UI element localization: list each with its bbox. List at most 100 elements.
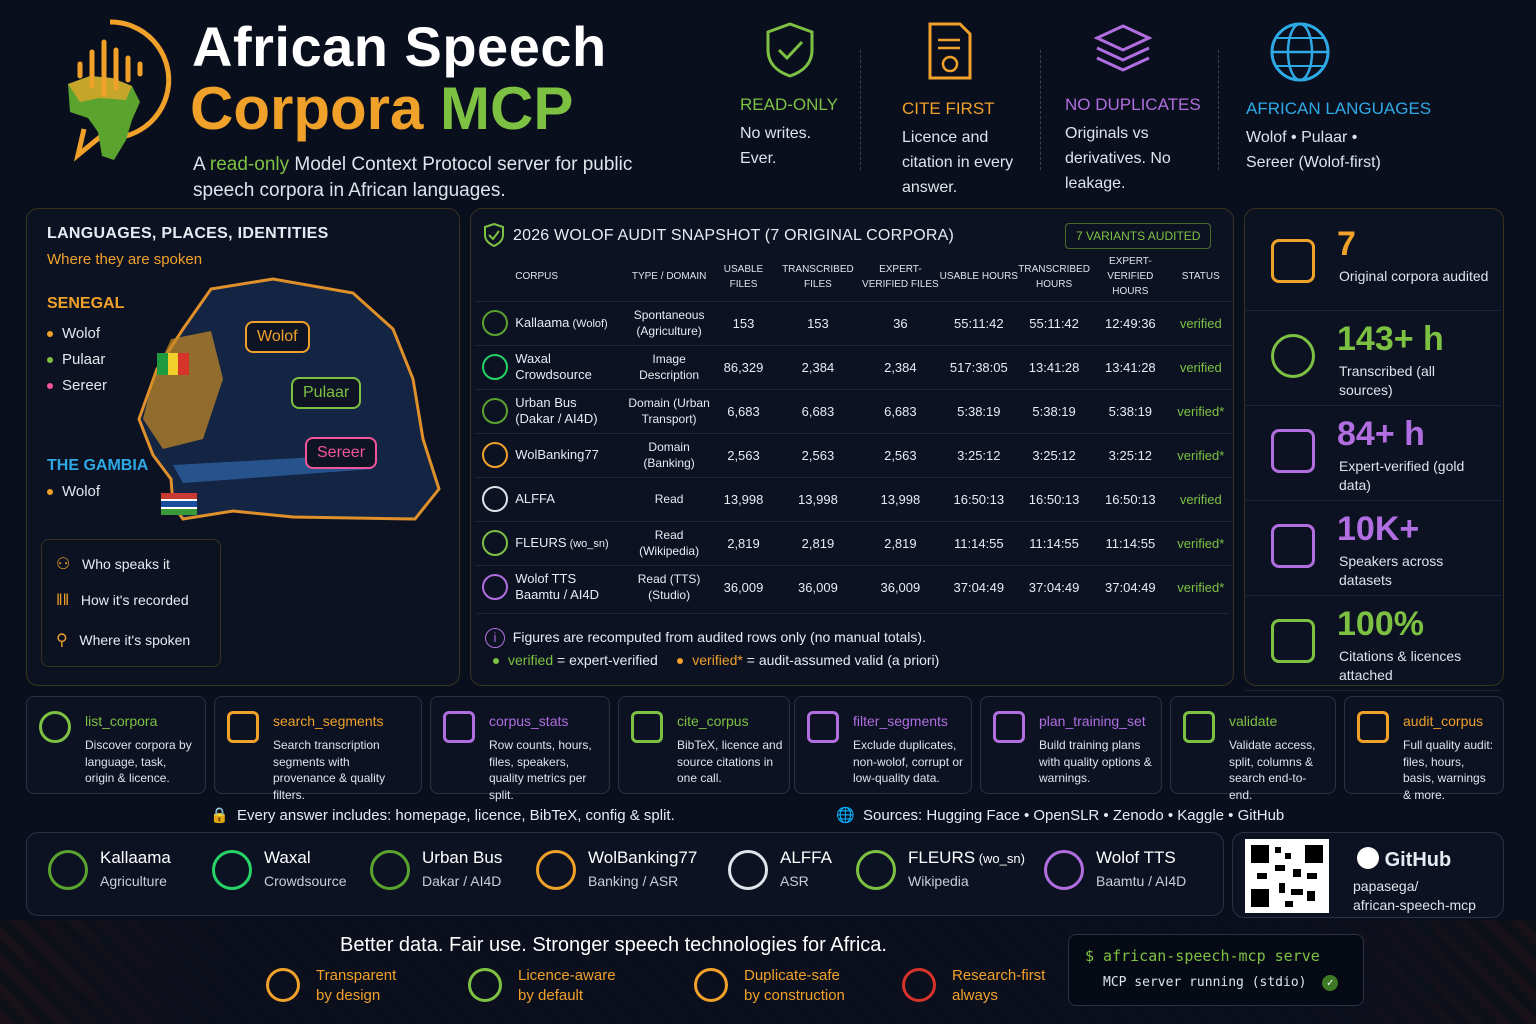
corpus-chip[interactable]: Wolof TTS Baamtu / AI4D — [1096, 848, 1187, 889]
database-icon — [694, 968, 728, 1002]
flower-icon — [482, 530, 509, 556]
sources-line: 🌐 Sources: Hugging Face • OpenSLR • Zeno… — [836, 807, 1285, 824]
corpus-chip[interactable]: FLEURS (wo_sn) Wikipedia — [908, 848, 1025, 889]
waveform-icon — [227, 711, 259, 743]
github-card[interactable]: GitHub papasega/african-speech-mcp — [1232, 832, 1504, 918]
stat-item: 100% Citations & licences attached — [1245, 593, 1501, 691]
audit-panel: 2026 WOLOF AUDIT SNAPSHOT (7 ORIGINAL CO… — [470, 208, 1234, 686]
audit-note: i Figures are recomputed from audited ro… — [485, 628, 926, 648]
tool-card-audit_corpus[interactable]: audit_corpus Full quality audit: files, h… — [1344, 696, 1504, 802]
terminal-box: $ african-speech-mcp serve MCP server ru… — [1068, 934, 1364, 1006]
gambia-flag-icon — [161, 493, 197, 515]
subtitle-read-only: read-only — [209, 154, 290, 175]
corpus-chip[interactable]: ALFFA ASR — [780, 848, 832, 889]
col-corpus: CORPUS — [515, 271, 559, 283]
leaf-icon — [482, 310, 509, 336]
waveform-icon — [728, 850, 768, 890]
col-expert-files: EXPERT-VERIFIED FILES — [862, 263, 939, 290]
document-check-icon — [1271, 619, 1315, 663]
lock-icon: 🔒 — [210, 807, 229, 824]
whatsapp-icon — [212, 850, 252, 890]
waveform-icon — [482, 486, 509, 512]
globe-icon: 🌐 — [836, 807, 855, 824]
quote-icon — [631, 711, 663, 743]
languages-panel: LANGUAGES, PLACES, IDENTITIES Where they… — [26, 208, 460, 686]
legend-box: ⚇ Who speaks it ‖‖ How it's recorded ⚲ W… — [41, 539, 221, 667]
pillar-african-languages: AFRICAN LANGUAGES Wolof • Pulaar • Seree… — [1246, 20, 1431, 175]
status-badge: verified* — [1170, 388, 1231, 433]
brain-icon — [902, 968, 936, 1002]
stat-item: 84+ h Expert-verified (gold data) — [1245, 403, 1501, 501]
table-row: Waxal Crowdsource Image Description 86,329 2… — [475, 344, 1231, 389]
corpora-strip — [26, 832, 1224, 916]
waveform-circle-icon — [1044, 850, 1084, 890]
tool-card-validate[interactable]: validate Validate access, split, columns … — [1170, 696, 1336, 802]
languages-title: LANGUAGES, PLACES, IDENTITIES — [47, 225, 329, 242]
bar-chart-icon — [443, 711, 475, 743]
title-corpora: Corpora — [190, 75, 424, 142]
status-legend: verified = expert-verified verified* = a… — [493, 652, 939, 668]
col-status: STATUS — [1181, 271, 1220, 283]
status-badge: verified — [1170, 300, 1231, 345]
filter-icon — [807, 711, 839, 743]
bubble-wolof: Wolof — [245, 321, 310, 353]
layers-icon — [1093, 24, 1153, 72]
corpus-chip[interactable]: WolBanking77 Banking / ASR — [588, 848, 698, 889]
table-row: ALFFA Read 13,998 13,998 13,998 16:50:13 16:50… — [475, 476, 1231, 521]
status-badge: verified — [1170, 476, 1231, 521]
legend-how: ‖‖ How it's recorded — [56, 592, 189, 609]
bubble-pulaar: Pulaar — [291, 377, 362, 409]
table-row: Kallaama (Wolof) Spontaneous (Agriculture… — [475, 300, 1231, 345]
audit-title: 2026 WOLOF AUDIT SNAPSHOT (7 ORIGINAL CO… — [513, 227, 955, 244]
col-usable-files: USABLE FILES — [723, 263, 764, 290]
people-icon — [1271, 524, 1315, 568]
corpus-chip[interactable]: Waxal Crowdsource — [264, 848, 347, 889]
flower-icon — [856, 850, 896, 890]
title-mcp: MCP — [440, 75, 574, 142]
terminal-command: $ african-speech-mcp serve — [1085, 947, 1320, 965]
clock-icon — [1271, 334, 1315, 378]
legend-who: ⚇ Who speaks it — [56, 556, 170, 573]
info-line: 🔒 Every answer includes: homepage, licen… — [210, 807, 675, 824]
location-pin-icon: ⚲ — [56, 632, 68, 649]
tool-card-corpus_stats[interactable]: corpus_stats Row counts, hours, files, sp… — [430, 696, 610, 802]
audit-table: CORPUS TYPE / DOMAIN USABLE FILES TRANSC… — [475, 253, 1231, 609]
col-transcribed-files: TRANSCRIBED FILES — [782, 263, 854, 290]
pillar-cite-first: CITE FIRST Licence and citation in every… — [902, 20, 1052, 200]
tool-card-list_corpora[interactable]: list_corpora Discover corpora by language… — [26, 696, 206, 794]
globe-icon — [1270, 22, 1330, 82]
terminal-status: MCP server running (stdio) ✓ — [1103, 975, 1339, 991]
bus-icon — [370, 850, 410, 890]
tool-card-search_segments[interactable]: search_segments Search transcription segm… — [214, 696, 422, 802]
shield-star-icon — [1357, 711, 1389, 743]
footer-tag: Licence-aware by default — [518, 967, 616, 1004]
tool-card-filter_segments[interactable]: filter_segments Exclude duplicates, non-w… — [794, 696, 972, 794]
github-repo: papasega/african-speech-mcp — [1353, 878, 1476, 913]
certificate-icon — [928, 22, 972, 80]
stat-item: 143+ h Transcribed (all sources) — [1245, 308, 1501, 406]
footer-tag: Duplicate-safe by construction — [744, 967, 845, 1004]
info-icon: i — [485, 628, 505, 648]
audit-footnote: i Figures are recomputed from audited ro… — [477, 613, 1229, 681]
legend-where: ⚲ Where it's spoken — [56, 632, 191, 649]
clipboard-check-icon — [1183, 711, 1215, 743]
waveform-icon — [1271, 239, 1315, 283]
shield-check-icon — [468, 968, 502, 1002]
table-row: Wolof TTS Baamtu / AI4D Read (TTS) (Studio… — [475, 564, 1231, 609]
senegal-flag-icon — [157, 353, 190, 375]
col-type: TYPE / DOMAIN — [631, 271, 707, 283]
bank-icon — [536, 850, 576, 890]
corpus-chip[interactable]: Urban Bus Dakar / AI4D — [422, 848, 503, 889]
bank-icon — [482, 442, 509, 468]
tool-card-plan_training_set[interactable]: plan_training_set Build training plans wi… — [980, 696, 1162, 794]
pillar-read-only: READ-ONLY No writes. Ever. — [740, 20, 890, 171]
footer-tagline: Better data. Fair use. Stronger speech t… — [340, 934, 887, 956]
languages-subtitle: Where they are spoken — [47, 251, 203, 268]
tool-card-cite_corpus[interactable]: cite_corpus BibTeX, licence and source ci… — [618, 696, 790, 794]
senegal-map — [137, 277, 441, 521]
gambia-lang-wolof: Wolof — [47, 479, 100, 505]
github-title: GitHub — [1357, 847, 1451, 872]
corpus-chip[interactable]: Kallaama Agriculture — [100, 848, 171, 889]
whatsapp-icon — [482, 354, 509, 380]
leaf-icon — [48, 850, 88, 890]
